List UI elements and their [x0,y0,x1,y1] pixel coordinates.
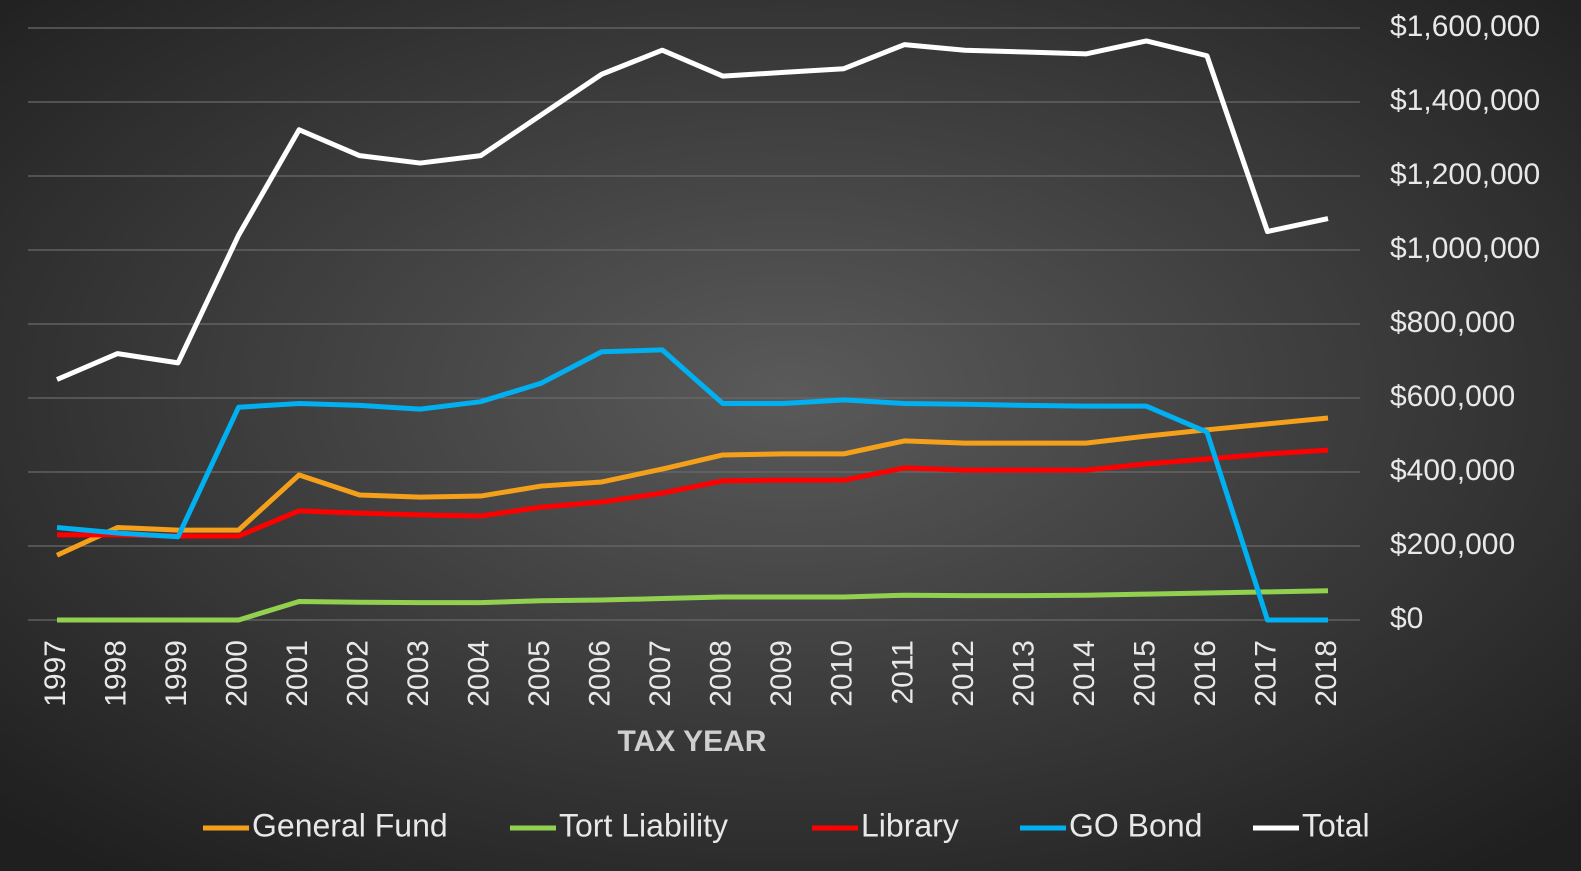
x-tick-label: 2016 [1189,640,1222,707]
y-tick-label: $800,000 [1390,306,1515,339]
x-tick-label: 2015 [1128,640,1161,707]
x-tick-label: 1997 [39,640,72,707]
x-tick-label: 2002 [342,640,375,707]
y-tick-label: $400,000 [1390,454,1515,487]
y-tick-label: $600,000 [1390,380,1515,413]
x-tick-label: 2007 [644,640,677,707]
x-tick-label: 1999 [160,640,193,707]
y-tick-label: $200,000 [1390,528,1515,561]
legend-label: GO Bond [1069,807,1202,843]
series-line [56,38,1329,382]
x-tick-label: 2010 [826,640,859,707]
y-tick-label: $0 [1390,602,1423,635]
x-tick-label: 2009 [765,640,798,707]
x-tick-label: 2004 [463,640,496,707]
legend-label: Library [861,807,959,843]
legend-label: Total [1302,807,1370,843]
y-tick-label: $1,200,000 [1390,158,1540,191]
x-tick-label: 2012 [947,640,980,707]
x-tick-label: 2003 [402,640,435,707]
series-line [55,415,1329,558]
x-tick-label: 2013 [1007,640,1040,707]
legend-label: Tort Liability [559,807,728,843]
x-tick-label: 2008 [705,640,738,707]
series-line [57,447,1329,539]
x-tick-label: 2018 [1310,640,1343,707]
x-tick-label: 1998 [99,640,132,707]
x-tick-label: 2014 [1068,640,1101,707]
x-axis-title: TAX YEAR [618,725,767,758]
x-tick-label: 2000 [220,640,253,707]
legend-label: General Fund [252,807,448,843]
y-tick-label: $1,000,000 [1390,232,1540,265]
x-tick-label: 2006 [584,640,617,707]
series-line [57,588,1329,623]
series-line [56,347,1328,623]
y-tick-label: $1,400,000 [1390,84,1540,117]
x-tick-label: 2005 [523,640,556,707]
x-tick-label: 2017 [1249,640,1282,707]
x-tick-label: 2011 [886,640,919,705]
y-tick-label: $1,600,000 [1390,10,1540,43]
x-tick-label: 2001 [281,640,314,707]
